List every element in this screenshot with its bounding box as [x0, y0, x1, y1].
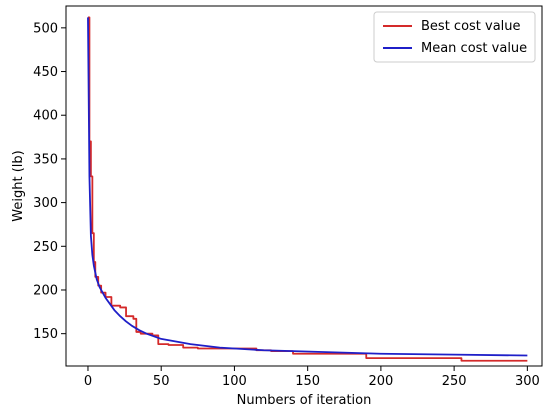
y-axis-label: Weight (lb) [11, 150, 26, 221]
series-line-mean-cost [87, 17, 528, 357]
x-tick-label: 300 [515, 374, 540, 389]
legend-box [373, 11, 536, 63]
x-axis: 0 50 100 150 200 250 300 [84, 366, 540, 389]
y-tick-label: 200 [33, 283, 58, 298]
y-axis: 150 200 250 300 350 400 450 500 [33, 21, 66, 342]
x-tick-label: 200 [368, 374, 393, 389]
legend-label-mean-cost: Mean cost value [421, 41, 527, 56]
x-axis-label: Numbers of iteration [237, 393, 372, 408]
y-tick-label: 300 [33, 196, 58, 211]
y-tick-label: 150 [33, 327, 58, 342]
y-tick-label: 250 [33, 240, 58, 255]
y-tick-label: 350 [33, 152, 58, 167]
legend-label-best-cost: Best cost value [421, 19, 521, 34]
y-tick-label: 400 [33, 109, 58, 124]
x-tick-label: 50 [153, 374, 170, 389]
series-line-best-cost [87, 16, 528, 362]
x-tick-label: 250 [442, 374, 467, 389]
plot-frame [65, 5, 543, 367]
y-tick-label: 450 [33, 65, 58, 80]
x-tick-label: 150 [295, 374, 320, 389]
x-tick-label: 0 [84, 374, 92, 389]
y-tick-label: 500 [33, 21, 58, 36]
plot-area [87, 16, 528, 362]
legend: Best cost value Mean cost value [373, 11, 536, 63]
x-tick-label: 100 [222, 374, 247, 389]
